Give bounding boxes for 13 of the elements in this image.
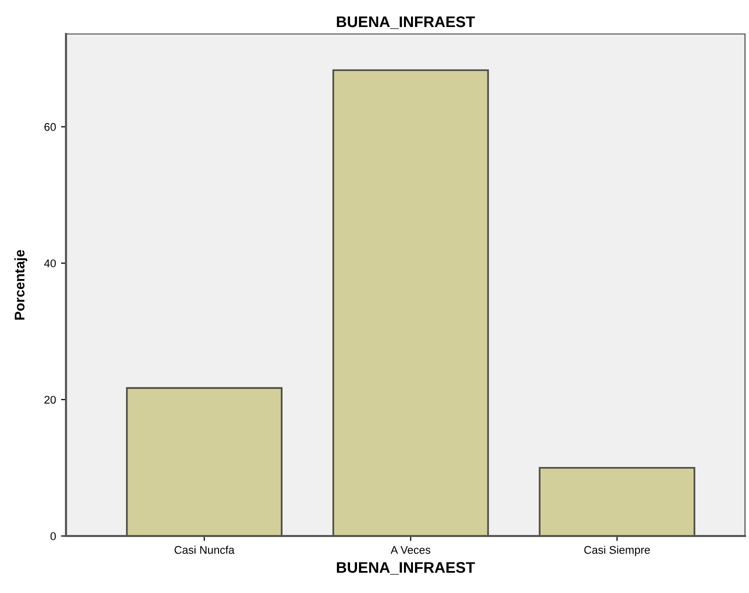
x-axis-title: BUENA_INFRAEST [336, 562, 475, 575]
x-tick-label: A Veces [390, 546, 430, 554]
bar [332, 69, 489, 536]
y-tick-label: 40 [44, 259, 56, 268]
x-tick-label: Casi Nuncfa [174, 546, 235, 554]
chart-title: BUENA_INFRAEST [336, 16, 475, 29]
y-tick-label: 0 [50, 532, 56, 540]
bar [126, 387, 283, 536]
bar [538, 466, 696, 536]
y-tick-label: 60 [44, 123, 56, 131]
y-tick-label: 20 [44, 396, 56, 404]
y-axis-title: Porcentaje [14, 250, 28, 320]
x-tick-label: Casi Siempre [584, 546, 650, 556]
